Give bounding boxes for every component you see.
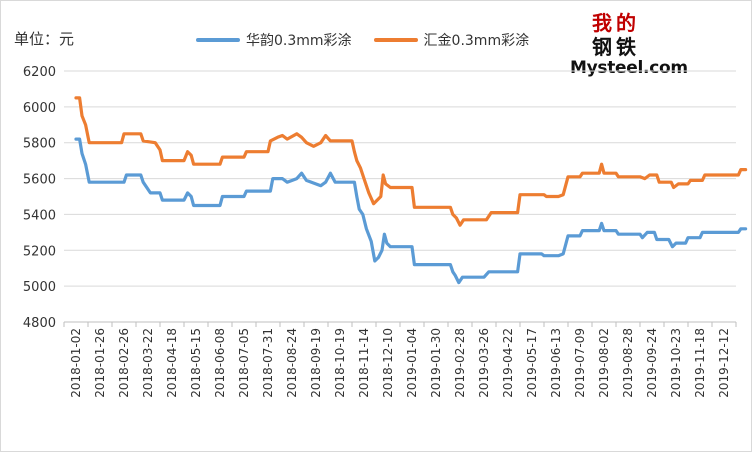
legend-swatch-series-1 [196, 38, 240, 42]
logo-char-1: 我 [592, 11, 612, 35]
y-tick-label: 5200 [23, 244, 56, 259]
x-tick-label: 2018-12-10 [381, 328, 395, 398]
x-tick-label: 2018-03-22 [141, 328, 155, 398]
x-tick-label: 2018-05-15 [189, 328, 203, 398]
logo-char-3: 钢 [592, 35, 612, 59]
x-tick-label: 2018-10-19 [333, 328, 347, 398]
series-line-2 [74, 96, 748, 227]
y-tick-label: 5400 [23, 208, 56, 223]
x-tick-label: 2019-11-18 [693, 328, 707, 398]
series-line-1 [74, 137, 748, 285]
x-tick-label: 2019-10-23 [669, 328, 683, 398]
x-tick-label: 2018-07-05 [237, 328, 251, 398]
x-tick-label: 2019-07-09 [573, 328, 587, 398]
unit-label: 单位：元 [14, 30, 75, 48]
x-tick-label: 2019-06-13 [549, 328, 563, 398]
logo-chinese: 我 的 钢 铁 [592, 12, 638, 64]
logo-char-2: 的 [616, 11, 636, 35]
x-tick-label: 2018-08-24 [285, 328, 299, 398]
x-tick-label: 2019-09-24 [645, 328, 659, 398]
legend-label-series-2: 汇金0.3mm彩涂 [423, 33, 530, 49]
y-tick-label: 5800 [23, 137, 56, 152]
x-tick-label: 2019-02-28 [453, 328, 467, 398]
mysteel-logo: 我 的 钢 铁 Mysteel.com [570, 12, 700, 82]
y-tick-label: 6200 [23, 65, 56, 80]
x-tick-label: 2018-11-14 [357, 328, 371, 398]
x-tick-label: 2019-04-22 [501, 328, 515, 398]
logo-char-4: 铁 [616, 35, 636, 59]
y-tick-label: 4800 [23, 316, 56, 331]
x-tick-label: 2018-07-31 [261, 328, 275, 398]
x-tick-label: 2018-06-08 [213, 328, 227, 398]
x-tick-label: 2019-01-30 [429, 328, 443, 398]
x-tick-label: 2019-05-17 [525, 328, 539, 398]
legend: 华韵0.3mm彩涂 汇金0.3mm彩涂 [196, 30, 551, 50]
y-tick-label: 6000 [23, 101, 56, 116]
x-tick-label: 2018-04-18 [165, 328, 179, 398]
x-tick-label: 2019-01-04 [405, 328, 419, 398]
x-tick-label: 2018-02-26 [117, 328, 131, 398]
x-tick-label: 2019-08-02 [597, 328, 611, 398]
y-tick-label: 5600 [23, 173, 56, 188]
x-tick-label: 2019-03-26 [477, 328, 491, 398]
x-tick-label: 2018-09-19 [309, 328, 323, 398]
legend-swatch-series-2 [373, 38, 418, 42]
x-tick-label: 2018-01-26 [93, 328, 107, 398]
y-tick-label: 5000 [23, 280, 56, 295]
x-tick-label: 2018-01-02 [69, 328, 83, 398]
logo-english: Mysteel.com [570, 58, 688, 78]
x-tick-label: 2019-12-12 [717, 328, 731, 398]
legend-item-series-1: 华韵0.3mm彩涂 [196, 30, 352, 50]
legend-label-series-1: 华韵0.3mm彩涂 [246, 33, 352, 49]
legend-item-series-2: 汇金0.3mm彩涂 [373, 30, 530, 50]
x-tick-label: 2019-08-28 [621, 328, 635, 398]
